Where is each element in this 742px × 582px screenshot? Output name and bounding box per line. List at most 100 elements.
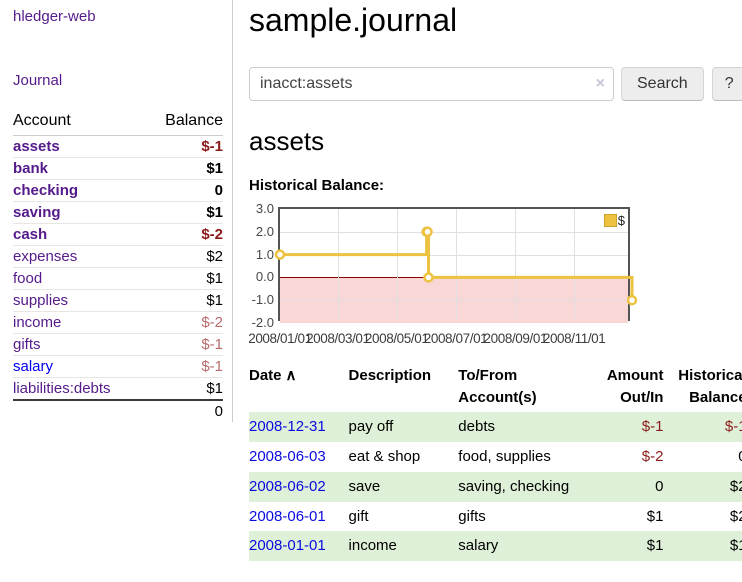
account-row: gifts $-1 [13, 333, 223, 356]
register-amount: $-2 [641, 448, 664, 466]
register-description: eat & shop [348, 448, 421, 466]
x-tick-label: 2008/09/01 [483, 330, 548, 346]
register-date-link[interactable]: 2008-06-03 [249, 448, 326, 466]
y-tick-label: 0.0 [255, 269, 274, 285]
account-link[interactable]: food [13, 270, 43, 287]
x-tick-label: 2008/05/01 [364, 330, 429, 346]
register-date-link[interactable]: 2008-12-31 [249, 418, 326, 436]
gridline [396, 208, 398, 319]
clear-search-icon[interactable]: × [595, 74, 605, 92]
nav-journal-link[interactable]: Journal [13, 72, 63, 89]
page: hledger-web Journal Account Balance asse… [0, 0, 742, 562]
app-brand-link[interactable]: hledger-web [13, 8, 96, 25]
register-date-link[interactable]: 2008-06-01 [249, 507, 326, 525]
chart-title: Historical Balance: [249, 176, 385, 194]
gridline [455, 208, 457, 319]
gridline [337, 208, 339, 319]
register-balance: $-1 [724, 418, 742, 436]
y-tick-label: -2.0 [251, 314, 274, 330]
account-row: income $-2 [13, 311, 223, 334]
account-row: supplies $1 [13, 289, 223, 312]
register-row: 2008-06-02 save saving, checking 0 $2 [249, 471, 742, 502]
account-link[interactable]: cash [13, 226, 48, 243]
register-description: gift [348, 507, 369, 525]
chart-legend: $ [603, 212, 625, 228]
account-balance: 0 [144, 179, 223, 202]
page-title: sample.journal [249, 2, 458, 38]
register-description: save [348, 477, 381, 495]
account-row: liabilities:debts $1 [13, 377, 223, 400]
account-balance: $-1 [201, 138, 223, 155]
register-balance: $1 [729, 537, 742, 555]
register-header-date[interactable]: Date ∧ [249, 366, 297, 384]
data-point-marker [423, 272, 434, 283]
data-point-marker [422, 226, 433, 238]
account-row: assets $-1 [13, 136, 223, 158]
account-heading: assets [249, 125, 325, 156]
account-link[interactable]: assets [13, 138, 60, 155]
register-amount: $1 [646, 507, 664, 525]
register-amount: $-1 [641, 418, 664, 436]
account-link[interactable]: supplies [13, 292, 69, 309]
gridline [280, 254, 628, 256]
register-accounts: food, supplies [458, 448, 551, 466]
search-form: × Search ? [249, 66, 742, 101]
data-point-marker [274, 249, 286, 260]
account-link[interactable]: income [13, 314, 62, 331]
gridline [574, 208, 576, 319]
register-accounts: debts [458, 418, 495, 436]
account-link[interactable]: liabilities:debts [13, 380, 111, 397]
main-content: sample.journal × Search ? assets Histori… [233, 0, 742, 562]
account-link[interactable]: expenses [13, 248, 78, 265]
balance-chart: $ 3.0 2.0 1.0 0.0 -1.0 -2.0 2008/01/01 2008/03/… [248, 201, 638, 346]
account-balance: $-2 [144, 223, 223, 246]
gridline [280, 231, 628, 233]
account-row: salary $-1 [13, 355, 223, 378]
y-tick-label: 3.0 [255, 200, 274, 216]
help-button[interactable]: ? [711, 66, 742, 101]
register-row: 2008-01-01 income salary $1 $1 [249, 531, 742, 562]
register-description: pay off [348, 418, 394, 436]
accounts-total-row: 0 [13, 399, 223, 422]
account-balance: $-1 [144, 355, 223, 378]
account-row: food $1 [13, 267, 223, 290]
gridline [280, 300, 628, 302]
sort-ascending-icon: ∧ [285, 366, 297, 384]
register-amount: $1 [646, 537, 664, 555]
register-balance: 0 [663, 442, 742, 472]
y-tick-label: -1.0 [251, 292, 274, 308]
search-button[interactable]: Search [621, 66, 704, 101]
register-date-link[interactable]: 2008-06-02 [249, 477, 326, 495]
x-tick-label: 2008/03/01 [306, 330, 370, 346]
account-link[interactable]: gifts [13, 336, 41, 353]
legend-swatch-icon [603, 213, 617, 227]
account-balance: $1 [144, 289, 223, 312]
x-tick-label: 2008/07/01 [423, 330, 488, 346]
search-input[interactable] [249, 66, 614, 101]
account-link[interactable]: salary [13, 358, 54, 375]
register-row: 2008-06-01 gift gifts $1 $2 [249, 502, 742, 532]
chart-area: $ 3.0 2.0 1.0 0.0 -1.0 -2.0 2008/01/01 2008/03/… [248, 201, 742, 347]
register-row: 2008-06-03 eat & shop food, supplies $-20 [249, 442, 742, 472]
legend-label: $ [617, 212, 625, 228]
account-link[interactable]: bank [13, 160, 49, 177]
sidebar: hledger-web Journal Account Balance asse… [0, 0, 233, 422]
account-link[interactable]: saving [13, 204, 61, 221]
register-accounts: saving, checking [458, 477, 570, 495]
accounts-total-balance: 0 [144, 399, 223, 422]
balance-line [280, 230, 634, 301]
account-link[interactable]: checking [13, 182, 79, 199]
account-row: saving $1 [13, 201, 223, 224]
account-row: bank $1 [13, 157, 223, 180]
accounts-header-balance: Balance [144, 109, 223, 136]
gridline [515, 208, 517, 319]
account-balance: $1 [144, 267, 223, 290]
x-tick-label: 2008/11/01 [542, 330, 606, 346]
register-date-link[interactable]: 2008-01-01 [249, 537, 326, 555]
register-header-description: Description [348, 366, 432, 384]
register-header-accounts: To/From Account(s) [458, 366, 537, 406]
register-accounts: gifts [458, 507, 486, 525]
account-row: cash $-2 [13, 223, 223, 246]
account-balance: $2 [144, 245, 223, 268]
register-row: 2008-12-31 pay off debts $-1 $-1 [249, 412, 742, 443]
